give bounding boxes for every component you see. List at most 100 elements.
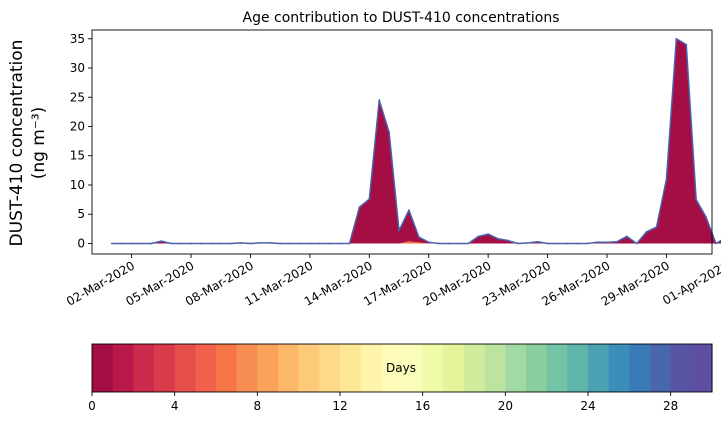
y-tick-label: 5 [77, 207, 85, 221]
colorbar-segment [629, 344, 651, 392]
total-area [111, 38, 721, 244]
data-point: 08-Mar-2020 12:00: 0.1 [269, 241, 272, 244]
colorbar-segment [381, 344, 403, 392]
colorbar-tick-label: 16 [415, 399, 430, 413]
colorbar-segment [236, 344, 258, 392]
x-tick-label: 01-Apr-2020 [660, 258, 721, 307]
y-tick-label: 15 [70, 149, 85, 163]
data-point: 11-Mar-2020 12:00: 0 [328, 242, 331, 245]
data-point: 21-Mar-2020 12:00: 0.1 [526, 241, 529, 244]
y-tick-label: 35 [70, 32, 85, 46]
y-axis-label-line2: (ng m⁻³) [29, 107, 49, 180]
colorbar-segment [650, 344, 672, 392]
y-tick-label: 25 [70, 90, 85, 104]
data-point: 03-Mar-2020 12:00: 0 [170, 242, 173, 245]
data-point: 10-Mar-2020 12:00: 0 [308, 242, 311, 245]
y-tick-label: 10 [70, 178, 85, 192]
y-axis-label-line1: DUST-410 concentration [7, 40, 27, 247]
data-point: 23-Mar-2020 00:00: 0 [556, 242, 559, 245]
data-point: 29-Feb-2020 12:00: 0 [110, 242, 113, 245]
total-outline [111, 38, 721, 245]
colorbar-segment [526, 344, 548, 392]
colorbar-segment [402, 344, 424, 392]
data-point: 29-Mar-2020 00:00: 35 [675, 37, 678, 40]
data-point: 15-Mar-2020 12:00: 5.7 [408, 209, 410, 212]
colorbar-tick-label: 24 [580, 399, 595, 413]
data-point: 20-Mar-2020 00:00: 0.8 [497, 237, 499, 240]
y-tick-label: 20 [70, 120, 85, 134]
data-point: 11-Mar-2020 00:00: 0 [318, 242, 321, 245]
colorbar-segment [422, 344, 444, 392]
data-point: 30-Mar-2020 12:00: 4.5 [705, 216, 707, 219]
chart-title: Age contribution to DUST-410 concentrati… [243, 10, 560, 26]
colorbar-tick-label: 28 [663, 399, 678, 413]
colorbar-segment [133, 344, 155, 392]
colorbar-tick-label: 8 [254, 399, 262, 413]
data-point: 03-Mar-2020 00:00: 0.4 [160, 240, 163, 243]
data-point: 21-Mar-2020 00:00: 0 [516, 242, 519, 245]
data-point: 04-Mar-2020 12:00: 0 [190, 242, 192, 245]
colorbar-tick-label: 12 [332, 399, 347, 413]
colorbar-segment [216, 344, 238, 392]
colorbar-tick-label: 0 [88, 399, 96, 413]
colorbar-segment [588, 344, 610, 392]
data-point: 27-Mar-2020 00:00: 0 [635, 242, 638, 245]
colorbar-segment [195, 344, 217, 392]
data-point: 17-Mar-2020 12:00: 0 [447, 242, 450, 245]
data-point: 05-Mar-2020 12:00: 0 [209, 242, 212, 245]
data-point: 31-Mar-2020 00:00: 0 [715, 242, 717, 245]
data-point: 25-Mar-2020 00:00: 0.2 [596, 241, 599, 244]
data-point: 19-Mar-2020 12:00: 1.6 [487, 233, 490, 236]
data-point: 28-Mar-2020 00:00: 2.8 [655, 226, 658, 228]
y-tick-label: 30 [70, 61, 85, 75]
plot-frame [91, 29, 713, 255]
data-point: 05-Mar-2020 00:00: 0 [200, 242, 202, 245]
plot-area: 29-Feb-2020 12:00: 0 01-Mar-2020 00:00: 0… [64, 29, 721, 309]
data-point: 13-Mar-2020 12:00: 7.6 [368, 198, 371, 200]
data-point: 27-Mar-2020 12:00: 2 [645, 230, 648, 233]
data-point: 23-Mar-2020 12:00: 0 [566, 242, 569, 245]
data-point: 24-Mar-2020 00:00: 0 [576, 242, 579, 245]
colorbar-segment [257, 344, 279, 392]
data-point: 26-Mar-2020 12:00: 1.2 [625, 235, 628, 238]
data-point: 09-Mar-2020 00:00: 0 [279, 242, 282, 245]
colorbar-frame [91, 343, 713, 393]
data-point: 22-Mar-2020 12:00: 0 [546, 242, 549, 245]
data-point: 12-Mar-2020 12:00: 0 [348, 242, 351, 245]
colorbar-segment [298, 344, 320, 392]
data-point: 24-Mar-2020 12:00: 0 [586, 242, 589, 245]
data-point: 26-Mar-2020 00:00: 0.3 [616, 240, 618, 243]
data-point: 20-Mar-2020 12:00: 0.5 [507, 239, 509, 242]
colorbar-segment [319, 344, 341, 392]
colorbar-segment [443, 344, 465, 392]
colorbar-segment [154, 344, 176, 392]
colorbar-segment [691, 344, 713, 392]
colorbar-segment [670, 344, 692, 392]
colorbar-tick-label: 20 [498, 399, 513, 413]
data-point: 13-Mar-2020 00:00: 6.2 [358, 206, 361, 209]
data-point: 07-Mar-2020 00:00: 0.1 [239, 241, 242, 244]
data-point: 19-Mar-2020 00:00: 1.2 [477, 235, 480, 238]
data-point: 10-Mar-2020 00:00: 0 [299, 242, 301, 245]
y-axis-label: DUST-410 concentration (ng m⁻³) [7, 40, 49, 247]
data-point: 01-Mar-2020 12:00: 0 [130, 242, 133, 245]
data-point: 16-Mar-2020 12:00: 0.2 [427, 241, 430, 244]
data-point: 14-Mar-2020 12:00: 19 [388, 131, 391, 134]
secondary-age-area [111, 241, 721, 244]
data-point: 02-Mar-2020 00:00: 0 [140, 242, 143, 245]
colorbar-segment [174, 344, 196, 392]
colorbar-segment [112, 344, 134, 392]
colorbar-segment [484, 344, 506, 392]
colorbar-segment [340, 344, 362, 392]
y-tick-label: 0 [77, 236, 85, 250]
colorbar-segment [92, 344, 114, 392]
colorbar-label: Days [386, 361, 416, 375]
colorbar-tick-label: 4 [171, 399, 179, 413]
colorbar-segment [608, 344, 630, 392]
data-point: 25-Mar-2020 12:00: 0.2 [606, 241, 608, 244]
colorbar-segment [567, 344, 589, 392]
data-point: 02-Mar-2020 12:00: 0 [150, 242, 153, 245]
data-point: 15-Mar-2020 00:00: 2.2 [398, 229, 400, 232]
data-point: 01-Mar-2020 00:00: 0 [120, 242, 123, 245]
colorbar: 0 4 8 12 16 20 24 28 [88, 343, 713, 413]
